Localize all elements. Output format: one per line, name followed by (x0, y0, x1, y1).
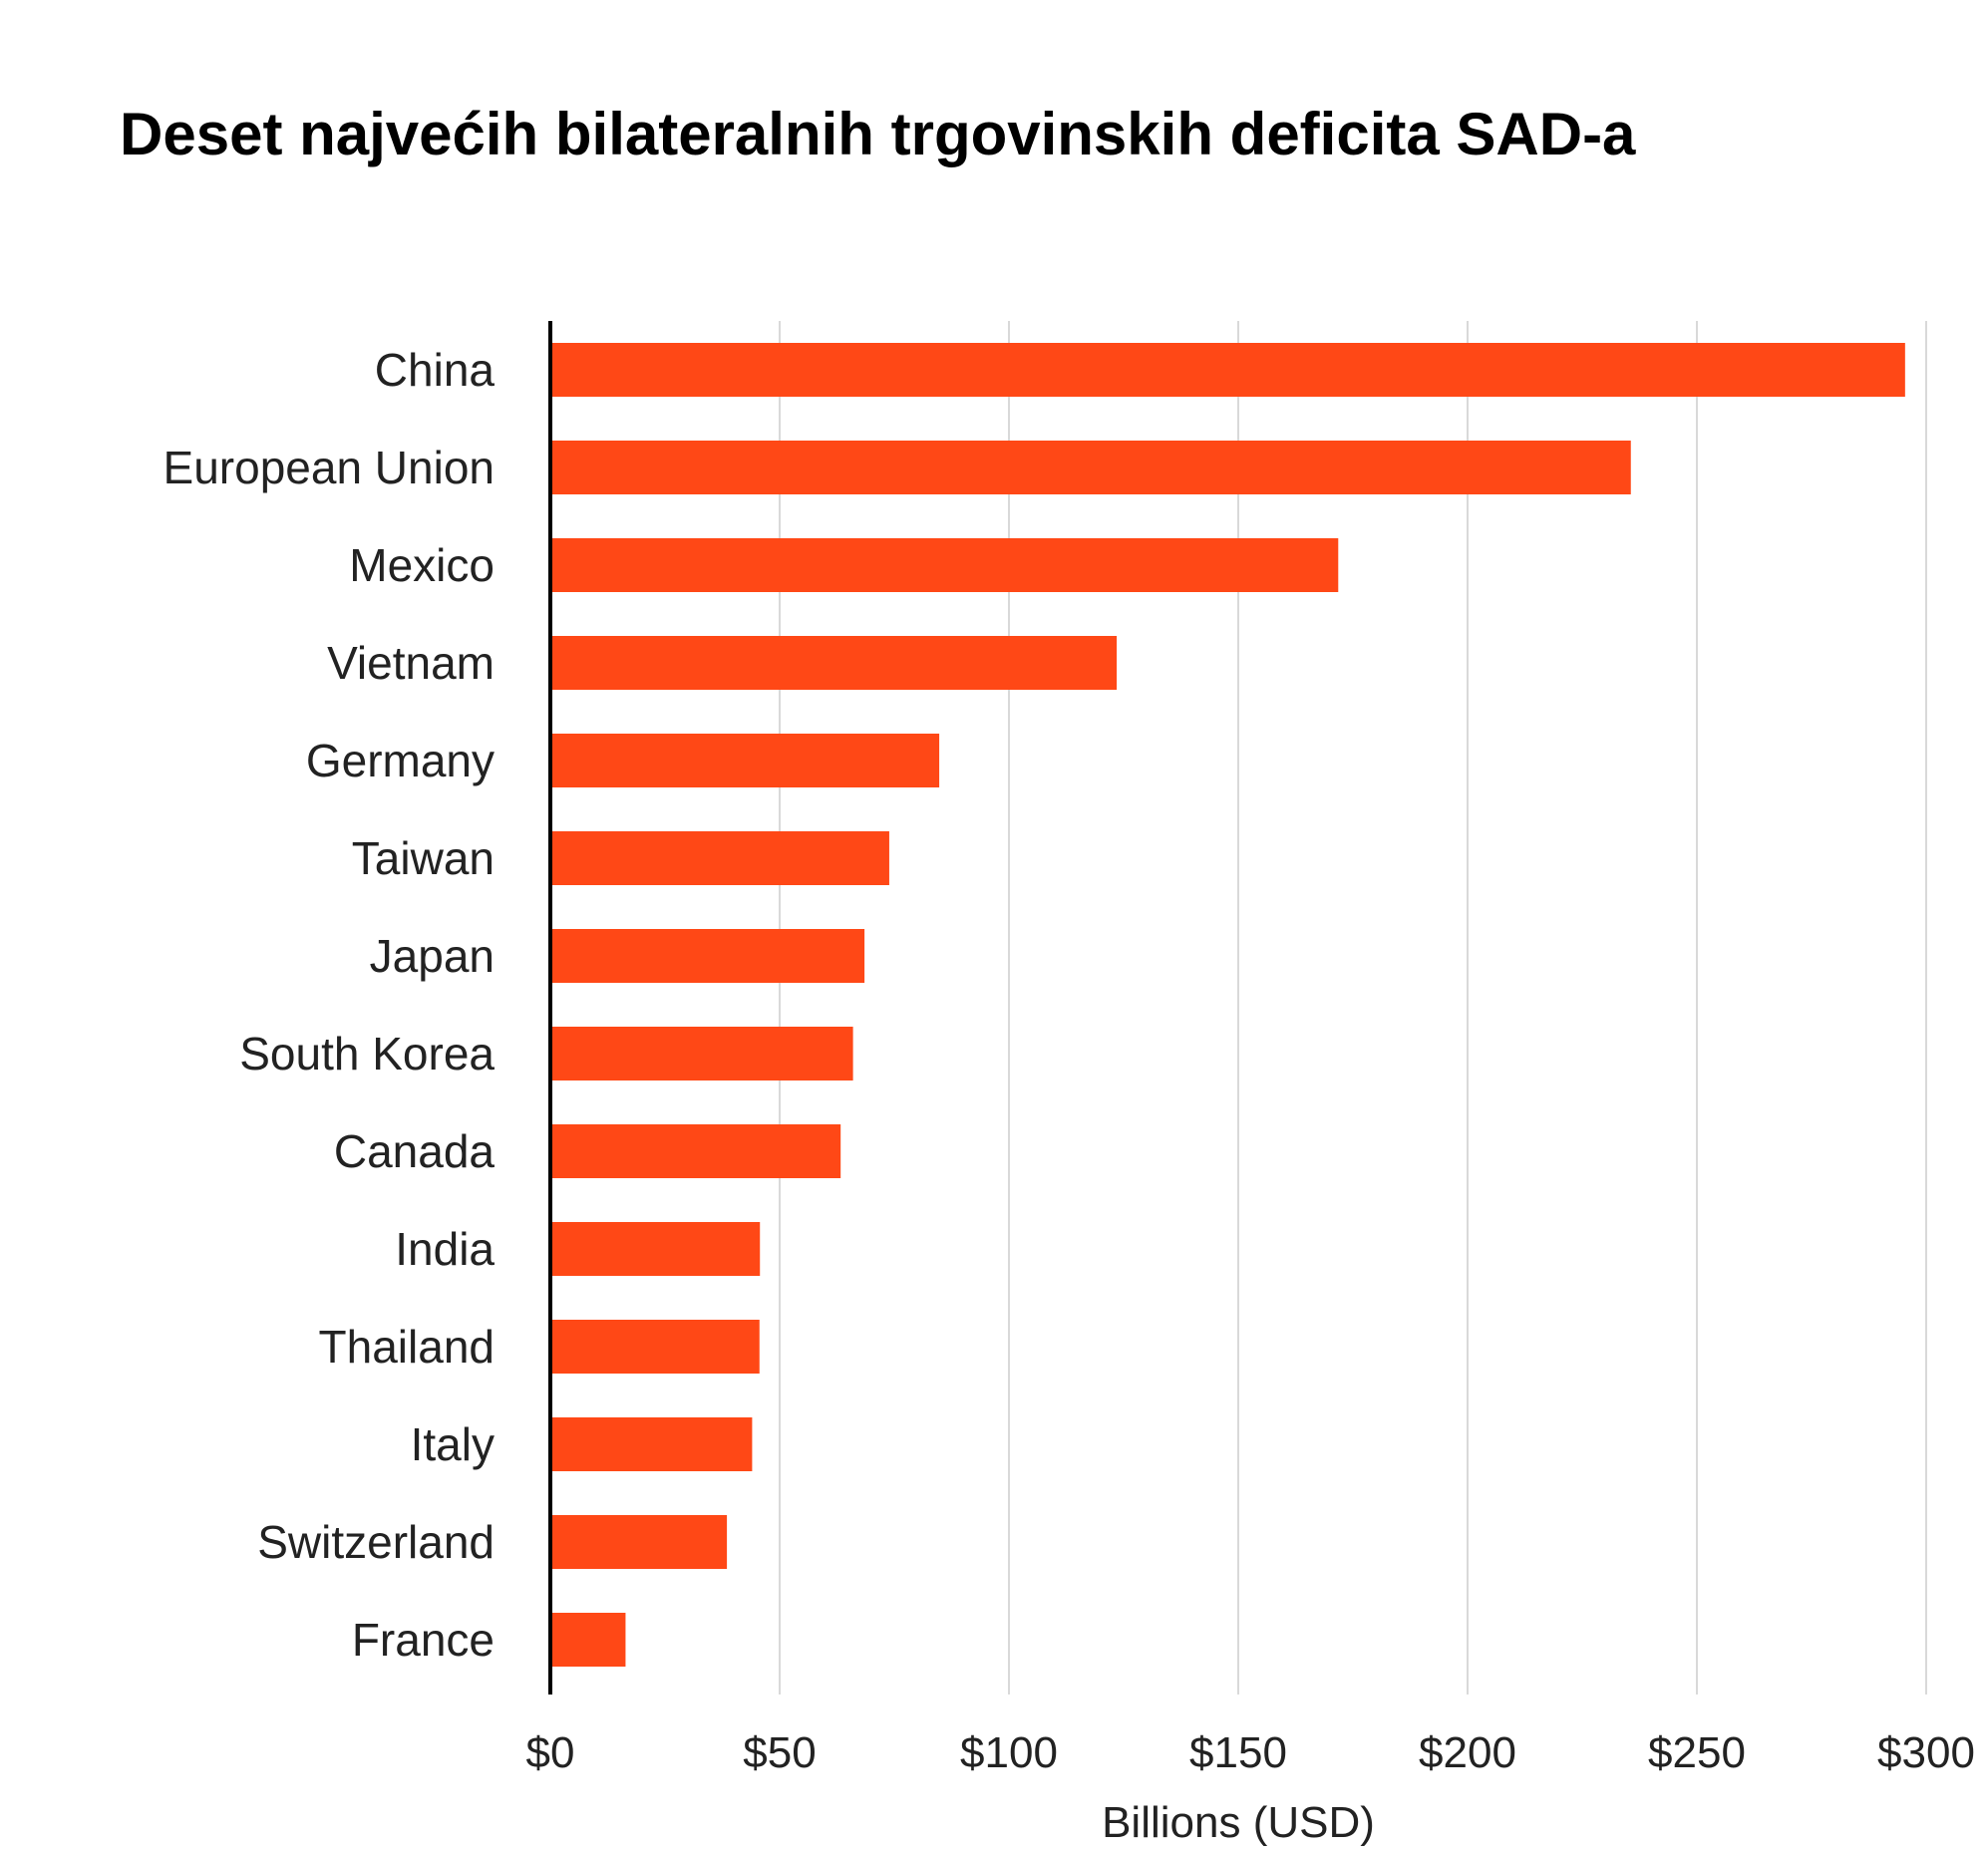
category-label: Vietnam (327, 637, 495, 689)
x-tick-label: $250 (1648, 1728, 1746, 1777)
x-tick-label: $0 (526, 1728, 575, 1777)
category-label: Thailand (319, 1321, 495, 1373)
category-label: Germany (306, 735, 495, 786)
bars (550, 343, 1905, 1667)
category-label: Taiwan (352, 832, 495, 884)
category-label: Italy (411, 1418, 495, 1470)
bar (550, 1515, 728, 1569)
bar (550, 1124, 841, 1178)
bar (550, 441, 1631, 494)
bar (550, 1222, 761, 1276)
bar (550, 734, 940, 787)
category-label: South Korea (239, 1028, 495, 1080)
category-label: Canada (334, 1125, 496, 1177)
category-label: Japan (370, 930, 495, 982)
bar (550, 343, 1905, 397)
category-label: European Union (164, 442, 495, 493)
x-tick-label: $100 (960, 1728, 1058, 1777)
category-labels: China European Union Mexico Vietnam Germany T… (164, 344, 496, 1666)
x-axis-title: Billions (USD) (1102, 1798, 1375, 1847)
x-tick-label: $150 (1189, 1728, 1287, 1777)
bar (550, 636, 1118, 690)
x-tick-labels: $0 $50 $100 $150 $200 $250 $300 (526, 1728, 1975, 1777)
x-tick-label: $300 (1877, 1728, 1975, 1777)
bar (550, 831, 889, 885)
bar (550, 1613, 626, 1667)
x-tick-label: $50 (743, 1728, 816, 1777)
chart-title: Deset najvećih bilateralnih trgovinskih … (120, 101, 1636, 167)
bar (550, 929, 865, 983)
category-label: Mexico (349, 539, 495, 591)
category-label: India (395, 1223, 495, 1275)
bar (550, 1417, 753, 1471)
bar (550, 538, 1339, 592)
category-label: Switzerland (257, 1516, 495, 1568)
x-tick-label: $200 (1419, 1728, 1516, 1777)
gridlines (779, 321, 1927, 1695)
category-label: France (352, 1614, 495, 1666)
bar (550, 1320, 760, 1374)
category-label: China (375, 344, 496, 396)
bar (550, 1027, 853, 1080)
